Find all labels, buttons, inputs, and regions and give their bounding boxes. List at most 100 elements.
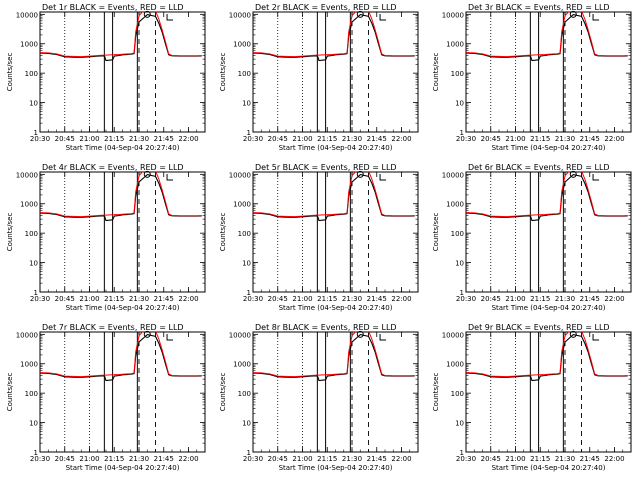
y-tick-label: 1000 bbox=[233, 361, 251, 369]
x-tick-label: 21:45 bbox=[580, 455, 600, 463]
y-tick-label: 100 bbox=[238, 230, 251, 238]
x-tick-label: 21:30 bbox=[555, 455, 575, 463]
series-lld-red bbox=[40, 12, 202, 58]
x-tick-label: 21:00 bbox=[79, 295, 99, 303]
x-axis-label: Start Time (04-Sep-04 20:27:40) bbox=[492, 464, 606, 472]
peak-circle-marker bbox=[143, 330, 151, 338]
bracket-marker bbox=[379, 174, 387, 181]
peak-circle-marker bbox=[356, 10, 364, 18]
series-events-black bbox=[253, 14, 415, 62]
panel-title: Det 2r BLACK = Events, RED = LLD bbox=[255, 3, 397, 12]
series-events-black bbox=[466, 174, 628, 222]
y-tick-label: 1000 bbox=[233, 201, 251, 209]
x-tick-label: 21:15 bbox=[104, 455, 124, 463]
x-tick-label: 20:30 bbox=[30, 455, 50, 463]
series-events-black bbox=[253, 174, 415, 222]
y-tick-label: 1000 bbox=[446, 201, 464, 209]
x-tick-label: 21:15 bbox=[317, 455, 337, 463]
y-tick-label: 100 bbox=[25, 230, 38, 238]
plot-content bbox=[466, 12, 628, 132]
x-tick-label: 21:30 bbox=[342, 455, 362, 463]
peak-circle-marker bbox=[569, 10, 577, 18]
x-tick-label: 20:45 bbox=[268, 295, 288, 303]
series-lld-red bbox=[466, 172, 628, 218]
series-events-black bbox=[40, 334, 202, 382]
x-tick-label: 20:45 bbox=[481, 455, 501, 463]
x-axis-label: Start Time (04-Sep-04 20:27:40) bbox=[279, 144, 393, 152]
x-tick-label: 22:00 bbox=[178, 135, 198, 143]
y-tick-label: 1000 bbox=[20, 361, 38, 369]
y-tick-label: 10000 bbox=[229, 331, 251, 339]
y-tick-label: 1 bbox=[247, 289, 251, 297]
x-axis-label: Start Time (04-Sep-04 20:27:40) bbox=[279, 464, 393, 472]
x-tick-label: 20:30 bbox=[243, 455, 263, 463]
y-tick-label: 1 bbox=[460, 449, 464, 457]
x-tick-label: 21:45 bbox=[580, 135, 600, 143]
y-axis-label: Counts/sec bbox=[432, 373, 440, 412]
x-tick-label: 21:45 bbox=[367, 455, 387, 463]
series-lld-red bbox=[40, 332, 202, 378]
panel-title: Det 1r BLACK = Events, RED = LLD bbox=[42, 3, 184, 12]
series-lld-red bbox=[466, 12, 628, 58]
series-lld-red bbox=[253, 12, 415, 58]
peak-circle-marker bbox=[143, 170, 151, 178]
x-tick-label: 21:15 bbox=[317, 135, 337, 143]
panel-title: Det 4r BLACK = Events, RED = LLD bbox=[42, 163, 184, 172]
y-tick-label: 10 bbox=[242, 100, 251, 108]
y-tick-label: 1 bbox=[34, 129, 38, 137]
panel-title: Det 7r BLACK = Events, RED = LLD bbox=[42, 323, 184, 332]
y-tick-label: 10 bbox=[29, 100, 38, 108]
y-tick-label: 1 bbox=[247, 129, 251, 137]
plot-content bbox=[253, 332, 415, 452]
x-tick-label: 20:30 bbox=[243, 135, 263, 143]
x-tick-label: 21:15 bbox=[104, 135, 124, 143]
series-lld-red bbox=[466, 332, 628, 378]
peak-circle-marker bbox=[569, 170, 577, 178]
series-events-black bbox=[253, 334, 415, 382]
x-tick-label: 20:30 bbox=[456, 135, 476, 143]
y-axis-label: Counts/sec bbox=[432, 53, 440, 92]
y-tick-label: 100 bbox=[451, 230, 464, 238]
detector-panel: Det 4r BLACK = Events, RED = LLD 1 10 100 10… bbox=[6, 163, 206, 312]
x-tick-label: 21:00 bbox=[79, 135, 99, 143]
plot-content bbox=[253, 12, 415, 132]
series-events-black bbox=[466, 334, 628, 382]
y-tick-label: 1000 bbox=[20, 41, 38, 49]
peak-circle-marker bbox=[569, 330, 577, 338]
panel-title: Det 8r BLACK = Events, RED = LLD bbox=[255, 323, 397, 332]
y-axis-label: Counts/sec bbox=[6, 213, 14, 252]
panel-title: Det 3r BLACK = Events, RED = LLD bbox=[468, 3, 610, 12]
detector-panel: Det 7r BLACK = Events, RED = LLD 1 10 100 10… bbox=[6, 323, 206, 472]
bracket-marker bbox=[379, 334, 387, 341]
x-axis-label: Start Time (04-Sep-04 20:27:40) bbox=[492, 304, 606, 312]
detector-panel: Det 1r BLACK = Events, RED = LLD 1 10 100 10… bbox=[6, 3, 206, 152]
x-tick-label: 21:45 bbox=[154, 455, 174, 463]
plot-content bbox=[253, 172, 415, 292]
y-tick-label: 10 bbox=[455, 420, 464, 428]
detector-panel: Det 5r BLACK = Events, RED = LLD 1 10 100 10… bbox=[219, 163, 419, 312]
y-tick-label: 10000 bbox=[16, 171, 38, 179]
y-axis-label: Counts/sec bbox=[6, 53, 14, 92]
x-tick-label: 21:45 bbox=[580, 295, 600, 303]
y-tick-label: 10 bbox=[242, 420, 251, 428]
detector-panel: Det 8r BLACK = Events, RED = LLD 1 10 100 10… bbox=[219, 323, 419, 472]
x-tick-label: 21:00 bbox=[505, 455, 525, 463]
x-axis-label: Start Time (04-Sep-04 20:27:40) bbox=[66, 144, 180, 152]
x-tick-label: 20:30 bbox=[30, 295, 50, 303]
y-tick-label: 100 bbox=[451, 390, 464, 398]
y-tick-label: 10 bbox=[29, 260, 38, 268]
x-tick-label: 20:45 bbox=[481, 135, 501, 143]
x-axis-label: Start Time (04-Sep-04 20:27:40) bbox=[66, 304, 180, 312]
x-tick-label: 20:30 bbox=[456, 295, 476, 303]
y-tick-label: 1000 bbox=[20, 201, 38, 209]
y-axis-label: Counts/sec bbox=[6, 373, 14, 412]
x-axis-label: Start Time (04-Sep-04 20:27:40) bbox=[279, 304, 393, 312]
y-tick-label: 10000 bbox=[16, 331, 38, 339]
bracket-marker bbox=[379, 14, 387, 21]
x-tick-label: 22:00 bbox=[391, 295, 411, 303]
series-events-black bbox=[466, 14, 628, 62]
series-lld-red bbox=[253, 172, 415, 218]
x-tick-label: 21:15 bbox=[104, 295, 124, 303]
x-tick-label: 21:45 bbox=[154, 135, 174, 143]
y-tick-label: 10000 bbox=[442, 331, 464, 339]
